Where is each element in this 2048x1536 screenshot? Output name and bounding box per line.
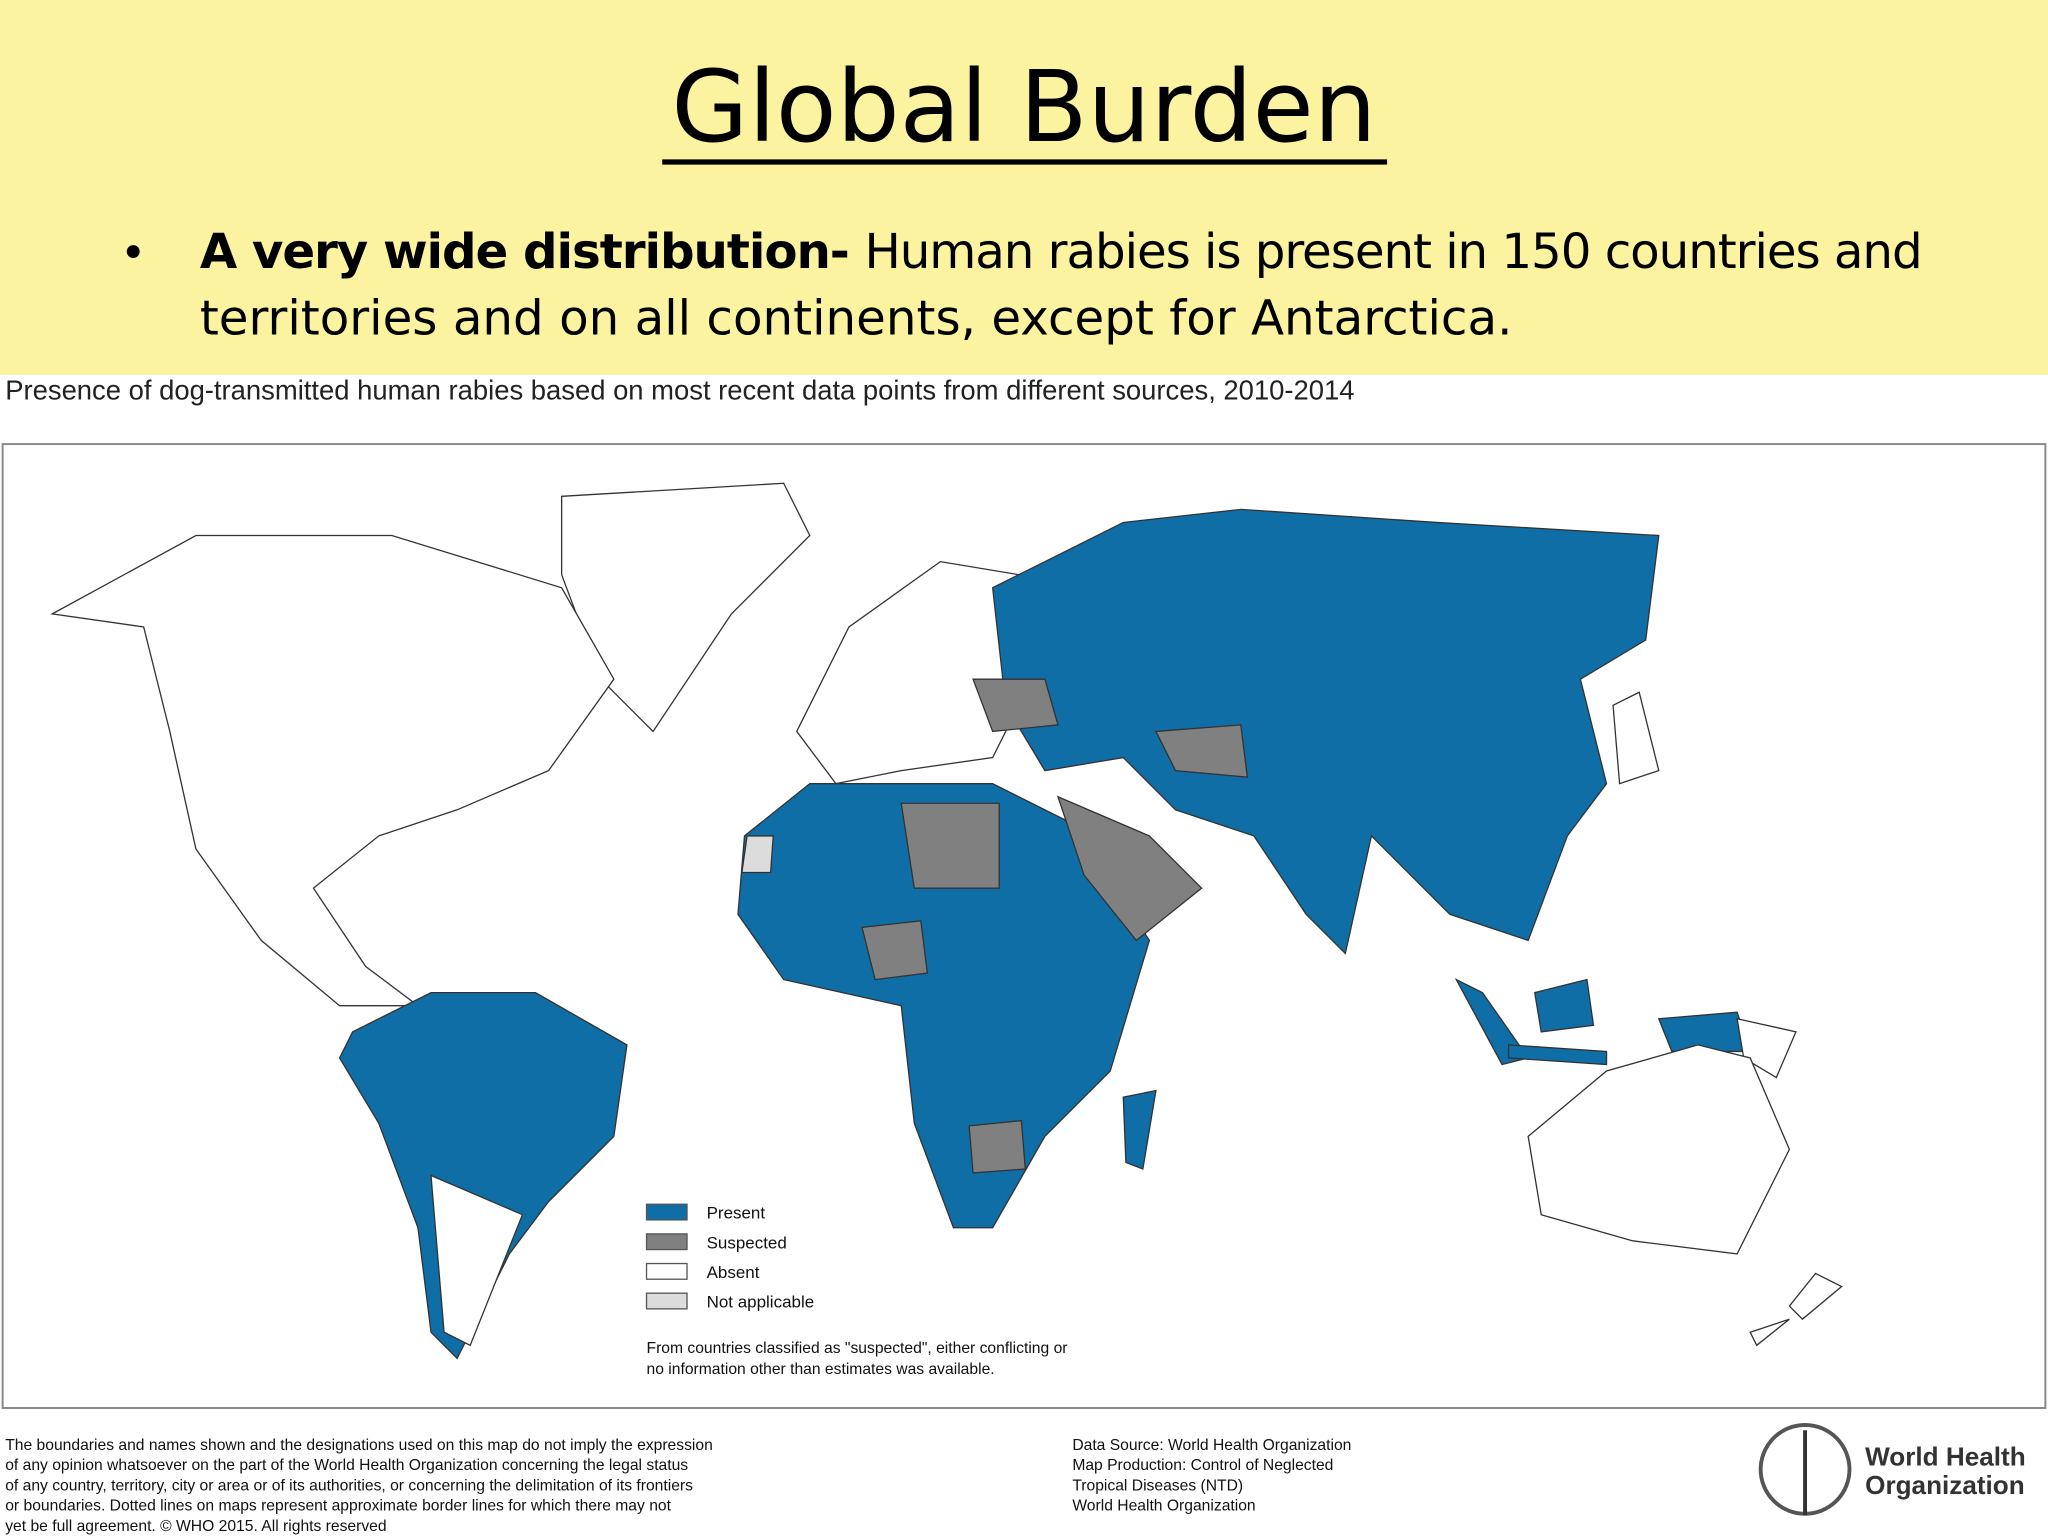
bullet-line: territories and on all continents, excep…: [200, 290, 1513, 346]
legend-label: Suspected: [707, 1233, 787, 1252]
japan: [1612, 691, 1660, 785]
nigeria: [861, 920, 929, 981]
legend: Present Suspected Absent Not applicable: [645, 1203, 815, 1312]
arabia: [1056, 795, 1203, 942]
source-line: Data Source: World Health Organization: [1072, 1437, 1351, 1454]
south-america: [338, 991, 628, 1360]
legend-label: Absent: [707, 1263, 760, 1282]
greenland: [560, 482, 811, 733]
madagascar: [1122, 1089, 1157, 1170]
disclaimer-line: or boundaries. Dotted lines on maps repr…: [5, 1498, 671, 1515]
disclaimer: The boundaries and names shown and the d…: [5, 1437, 713, 1535]
legend-swatch: [645, 1262, 688, 1280]
bullet-line: A very wide distribution- Human rabies is…: [200, 224, 1923, 280]
data-source: Data Source: World Health Organization Ma…: [1072, 1437, 1351, 1515]
bullet-bold: A very wide distribution-: [200, 224, 850, 280]
africa: [737, 783, 1151, 1229]
legend-label: Present: [707, 1204, 766, 1223]
bullet-dot: •: [120, 228, 146, 279]
western-sahara: [741, 835, 774, 874]
legend-swatch: [645, 1233, 688, 1251]
note-line: From countries classified as "suspected"…: [647, 1340, 1068, 1357]
map-caption: Presence of dog-transmitted human rabies…: [5, 375, 1354, 406]
map-note: From countries classified as "suspected"…: [647, 1340, 1068, 1378]
north-america: [50, 534, 615, 1007]
legend-swatch: [645, 1292, 688, 1310]
asia: [991, 508, 1660, 955]
header-band: [0, 0, 2048, 375]
disclaimer-line: yet be full agreement. © WHO 2015. All r…: [5, 1518, 386, 1535]
australia: [1527, 1044, 1791, 1255]
central-asia: [1154, 724, 1249, 778]
ukraine: [972, 678, 1059, 733]
java: [1507, 1044, 1608, 1066]
bullet: A very wide distribution- Human rabies is…: [200, 224, 1923, 347]
borneo: [1533, 978, 1595, 1033]
southern-cone: [430, 1174, 524, 1347]
legend-label: Not applicable: [707, 1293, 815, 1312]
who-logo: [1758, 1423, 1852, 1516]
source-line: Tropical Diseases (NTD): [1072, 1477, 1243, 1494]
note-line: no information other than estimates was …: [647, 1361, 995, 1378]
disclaimer-line: The boundaries and names shown and the d…: [5, 1437, 713, 1454]
libya: [900, 802, 1000, 889]
organization-line: World Health: [1865, 1441, 2026, 1471]
bullet-text: Human rabies is present in 150 countries…: [864, 224, 1922, 280]
organization-line: Organization: [1865, 1470, 2025, 1500]
disclaimer-line: of any opinion whatsoever on the part of…: [5, 1457, 688, 1474]
new-zealand: [1749, 1272, 1843, 1347]
south-africa-region: [968, 1119, 1027, 1174]
legend-swatch: [645, 1203, 688, 1221]
disclaimer-line: of any country, territory, city or area …: [5, 1477, 693, 1494]
source-line: World Health Organization: [1072, 1498, 1255, 1515]
map-land: [50, 482, 1843, 1360]
slide-title: Global Burden: [671, 50, 1376, 165]
source-line: Map Production: Control of Neglected: [1072, 1457, 1333, 1474]
